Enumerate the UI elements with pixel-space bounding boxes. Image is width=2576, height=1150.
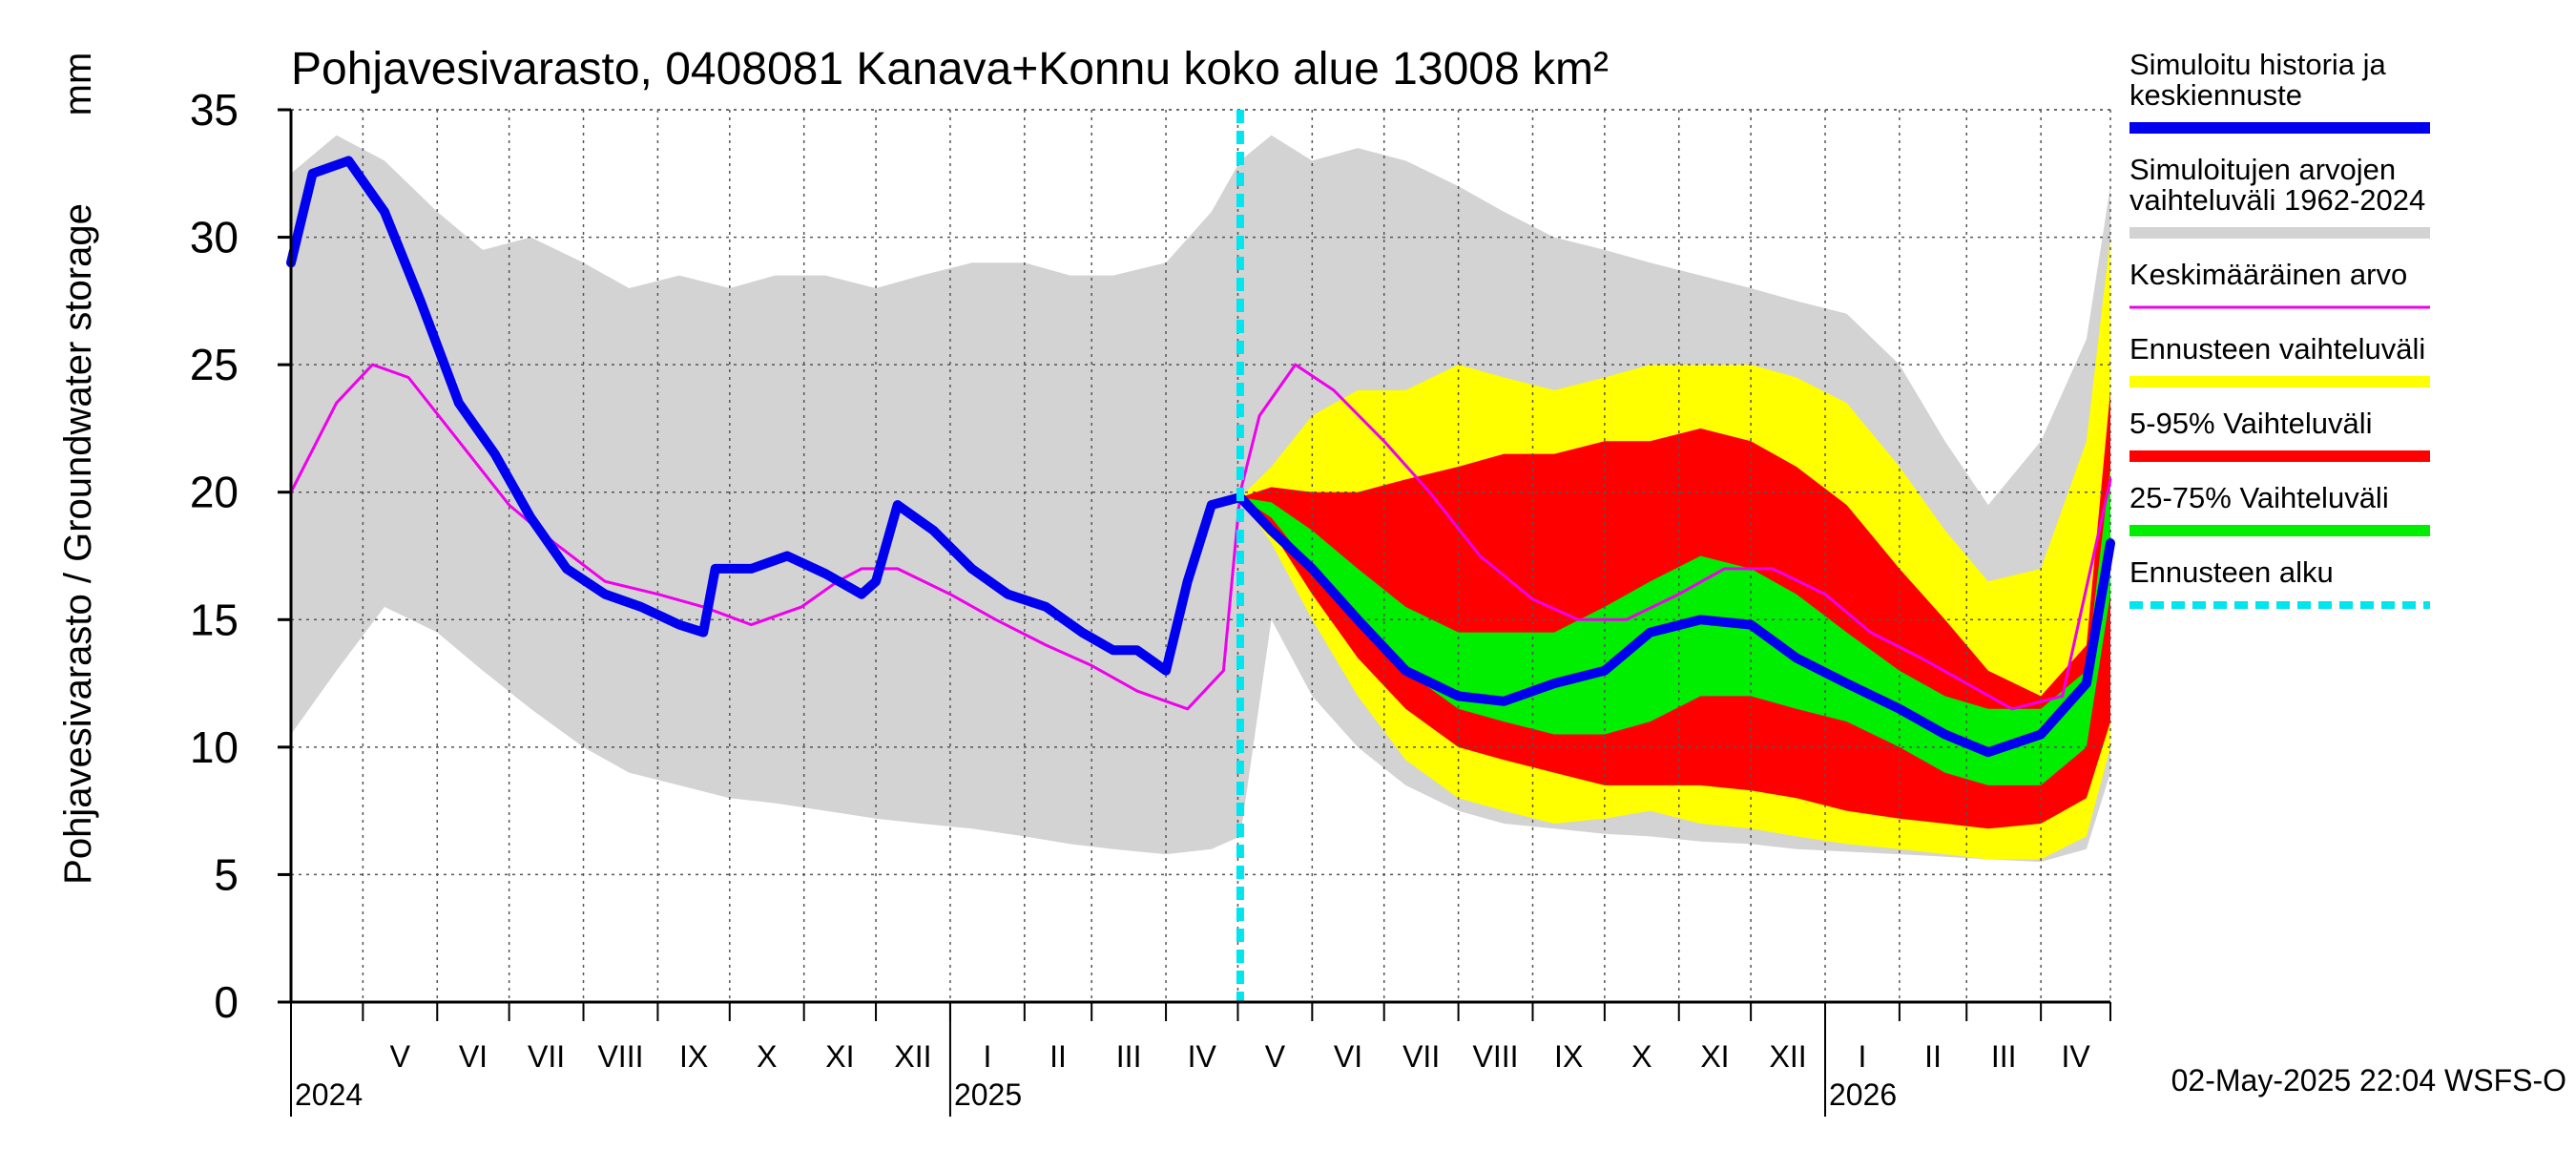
month-label-14: VII bbox=[1402, 1039, 1440, 1074]
month-label-6: XI bbox=[825, 1039, 854, 1074]
month-label-13: VI bbox=[1334, 1039, 1362, 1074]
year-label-0: 2024 bbox=[295, 1077, 363, 1112]
month-label-21: II bbox=[1924, 1039, 1942, 1074]
y-tick-label-0: 0 bbox=[214, 977, 239, 1027]
y-tick-label-6: 30 bbox=[190, 213, 239, 262]
month-label-5: X bbox=[757, 1039, 777, 1074]
month-label-8: I bbox=[983, 1039, 991, 1074]
month-label-2: VII bbox=[528, 1039, 565, 1074]
month-label-15: VIII bbox=[1473, 1039, 1519, 1074]
month-label-3: VIII bbox=[597, 1039, 643, 1074]
month-label-23: IV bbox=[2061, 1039, 2090, 1074]
y-tick-label-4: 20 bbox=[190, 468, 239, 517]
legend-label-2: Keskimääräinen arvo bbox=[2129, 258, 2407, 291]
month-label-10: III bbox=[1116, 1039, 1142, 1074]
chart-title: Pohjavesivarasto, 0408081 Kanava+Konnu k… bbox=[291, 44, 1609, 94]
month-label-1: VI bbox=[459, 1039, 488, 1074]
month-label-12: V bbox=[1265, 1039, 1286, 1074]
legend-label-3: Ennusteen vaihteluväli bbox=[2129, 332, 2425, 366]
month-label-19: XII bbox=[1770, 1039, 1807, 1074]
legend: Simuloitu historia ja keskiennuste Simuloi… bbox=[2129, 48, 2430, 609]
y-axis-label: Pohjavesivarasto / Groundwater storage bbox=[57, 203, 99, 885]
lines-layer bbox=[286, 110, 2115, 1002]
month-label-17: X bbox=[1631, 1039, 1652, 1074]
month-label-9: II bbox=[1049, 1039, 1067, 1074]
y-tick-label-5: 25 bbox=[190, 340, 239, 389]
legend-label-0: Simuloitu historia ja keskiennuste bbox=[2129, 48, 2387, 112]
legend-label-5: 25-75% Vaihteluväli bbox=[2129, 481, 2389, 514]
y-tick-label-1: 5 bbox=[214, 849, 239, 899]
y-tick-label-7: 35 bbox=[190, 85, 239, 135]
year-label-2: 2026 bbox=[1829, 1077, 1897, 1112]
legend-label-1: Simuloitujen arvojen vaihteluväli 1962-20… bbox=[2129, 153, 2425, 217]
month-label-16: IX bbox=[1554, 1039, 1583, 1074]
series-line-4 bbox=[289, 363, 2112, 711]
grid-layer bbox=[291, 109, 2111, 1002]
month-label-18: XI bbox=[1700, 1039, 1729, 1074]
legend-label-4: 5-95% Vaihteluväli bbox=[2129, 407, 2372, 440]
bands-layer bbox=[291, 135, 2110, 863]
y-tick-label-3: 15 bbox=[190, 595, 239, 644]
month-label-0: V bbox=[390, 1039, 411, 1074]
series-line-5 bbox=[286, 156, 2115, 758]
y-tick-label-2: 10 bbox=[190, 722, 239, 772]
month-label-22: III bbox=[1991, 1039, 2017, 1074]
month-label-4: IX bbox=[679, 1039, 708, 1074]
month-label-11: IV bbox=[1188, 1039, 1217, 1074]
y-axis-unit: mm bbox=[57, 52, 99, 116]
timestamp: 02-May-2025 22:04 WSFS-O bbox=[2171, 1063, 2566, 1098]
month-label-20: I bbox=[1859, 1039, 1867, 1074]
legend-label-6: Ennusteen alku bbox=[2129, 555, 2334, 589]
year-label-1: 2025 bbox=[954, 1077, 1022, 1112]
month-label-7: XII bbox=[894, 1039, 931, 1074]
